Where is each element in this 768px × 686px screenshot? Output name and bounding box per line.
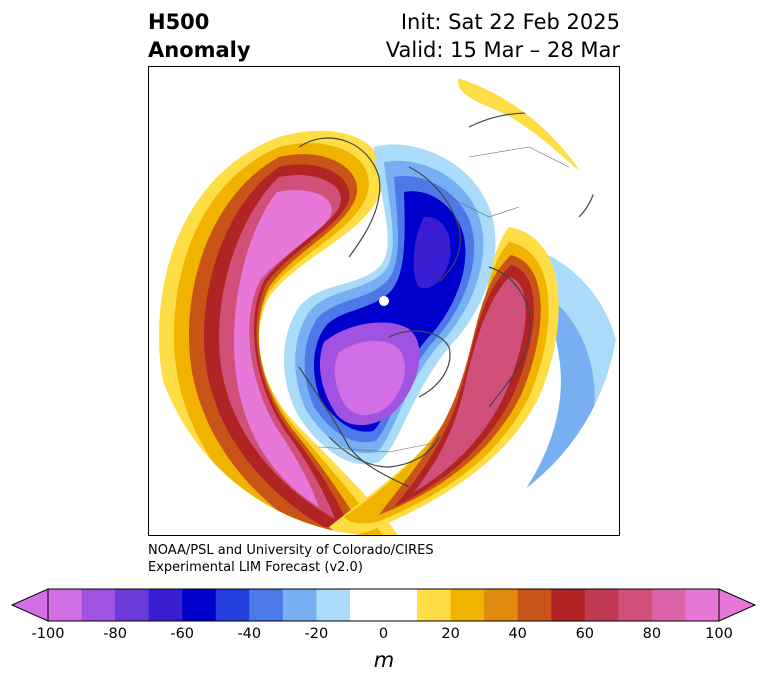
field-name: H500 [148,10,210,34]
colorbar [10,588,757,622]
colorbar-cell [115,589,150,621]
colorbar-tick-label: 60 [575,626,595,642]
colorbar-cell [81,589,116,621]
valid-date-label: Valid: 15 Mar – 28 Mar [385,38,620,62]
colorbar-cell [685,589,720,621]
colorbar-tick-label: 80 [642,626,662,642]
colorbar-tick-label: 20 [441,626,460,642]
colorbar-tick-label: 40 [508,626,527,642]
colorbar-tick-labels: -100 -80 -60 -40 -20 0 20 40 60 80 100 [0,626,768,646]
plot-title-right: Init: Sat 22 Feb 2025 Valid: 15 Mar – 28… [386,8,620,64]
colorbar-tick-label: -40 [237,626,262,642]
colorbar-cell [249,589,284,621]
anomaly-map [149,76,619,535]
colorbar-cell [349,589,384,621]
colorbar-cell [383,589,418,621]
colorbar-tick-label: -20 [304,626,329,642]
colorbar-cell [316,589,351,621]
colorbar-cell [282,589,317,621]
credit-line-1: NOAA/PSL and University of Colorado/CIRE… [148,543,434,558]
colorbar-cells [48,589,720,621]
init-date-label: Init: Sat 22 Feb 2025 [400,10,620,34]
colorbar-cell [651,589,686,621]
borders [318,146,570,453]
colorbar-extend-low [10,588,49,622]
plot-title-left: H500 Anomaly [148,8,251,64]
colorbar-cell [48,589,83,621]
colorbar-cell [148,589,183,621]
credit-line-2: Experimental LIM Forecast (v2.0) [148,560,363,575]
colorbar-units: m [373,648,395,672]
colorbar-cell [618,589,653,621]
colorbar-tick-label: -100 [31,626,65,642]
map-panel [148,66,620,536]
colorbar-cell [182,589,217,621]
colorbar-extend-high [718,588,757,622]
colorbar-tick-label: 0 [378,626,389,642]
colorbar-cell [417,589,452,621]
colorbar-cell [450,589,485,621]
colorbar-tick-label: 100 [705,626,733,642]
field-type: Anomaly [148,38,251,62]
colorbar-cell [215,589,250,621]
colorbar-cell [517,589,552,621]
credit-text: NOAA/PSL and University of Colorado/CIRE… [148,542,434,576]
colorbar-cell [484,589,519,621]
colorbar-tick-label: -80 [103,626,127,642]
colorbar-tick-label: -60 [170,626,195,642]
colorbar-cell [584,589,619,621]
colorbar-cell [551,589,586,621]
